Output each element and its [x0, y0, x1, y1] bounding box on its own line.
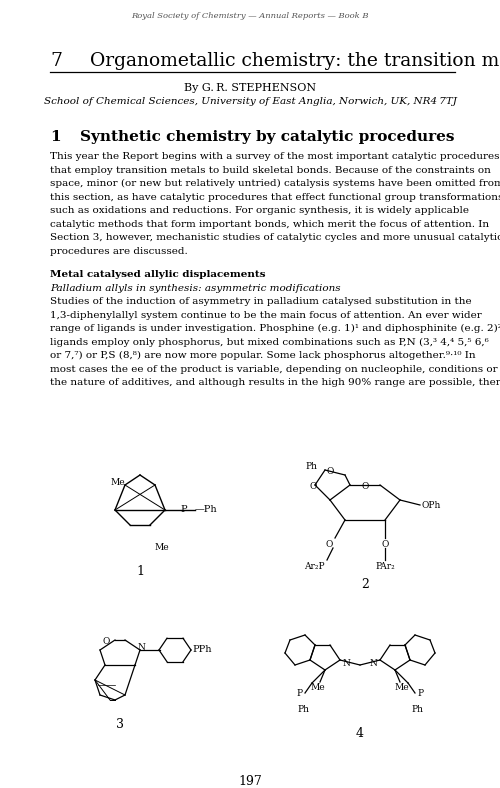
Text: 3: 3 [116, 718, 124, 731]
Text: Me: Me [110, 478, 126, 487]
Text: or 7,⁷) or P,S (8,⁸) are now more popular. Some lack phosphorus altogether.⁹·¹⁰ : or 7,⁷) or P,S (8,⁸) are now more popula… [50, 351, 476, 360]
Text: Section 3, however, mechanistic studies of catalytic cycles and more unusual cat: Section 3, however, mechanistic studies … [50, 233, 500, 242]
Text: space, minor (or new but relatively untried) catalysis systems have been omitted: space, minor (or new but relatively untr… [50, 179, 500, 188]
Text: PAr₂: PAr₂ [375, 562, 395, 571]
Text: By G. R. STEPHENSON: By G. R. STEPHENSON [184, 83, 316, 93]
Text: P: P [297, 689, 303, 697]
Text: O: O [102, 637, 110, 646]
Text: Ar₂P: Ar₂P [304, 562, 325, 571]
Text: 197: 197 [238, 775, 262, 788]
Text: PPh: PPh [192, 645, 212, 655]
Text: 1: 1 [136, 565, 144, 578]
Text: P: P [417, 689, 423, 697]
Text: N: N [342, 659, 350, 667]
Text: Ph: Ph [305, 462, 317, 471]
Text: —Ph: —Ph [195, 505, 218, 515]
Text: 2: 2 [361, 578, 369, 591]
Text: Me: Me [154, 543, 170, 552]
Text: O: O [326, 467, 334, 476]
Text: Ph: Ph [297, 705, 309, 714]
Text: such as oxidations and reductions. For organic synthesis, it is widely applicabl: such as oxidations and reductions. For o… [50, 206, 469, 215]
Text: Studies of the induction of asymmetry in palladium catalysed substitution in the: Studies of the induction of asymmetry in… [50, 297, 472, 306]
Text: Synthetic chemistry by catalytic procedures: Synthetic chemistry by catalytic procedu… [80, 130, 454, 144]
Text: P: P [180, 505, 186, 515]
Text: School of Chemical Sciences, University of East Anglia, Norwich, UK, NR4 7TJ: School of Chemical Sciences, University … [44, 97, 457, 106]
Text: this section, as have catalytic procedures that effect functional group transfor: this section, as have catalytic procedur… [50, 192, 500, 202]
Text: range of ligands is under investigation. Phosphine (e.g. 1)¹ and diphosphinite (: range of ligands is under investigation.… [50, 324, 500, 333]
Text: N: N [138, 642, 146, 652]
Text: ligands employ only phosphorus, but mixed combinations such as P,N (3,³ 4,⁴ 5,⁵ : ligands employ only phosphorus, but mixe… [50, 337, 489, 347]
Text: This year the Report begins with a survey of the most important catalytic proced: This year the Report begins with a surve… [50, 152, 500, 161]
Text: catalytic methods that form important bonds, which merit the focus of attention.: catalytic methods that form important bo… [50, 220, 489, 229]
Text: Ph: Ph [411, 705, 423, 714]
Text: O: O [326, 540, 333, 549]
Text: N: N [370, 659, 378, 667]
Text: Me: Me [394, 683, 409, 692]
Text: 1: 1 [50, 130, 60, 144]
Text: OPh: OPh [422, 500, 442, 510]
Text: most cases the ee of the product is variable, depending on nucleophile, conditio: most cases the ee of the product is vari… [50, 365, 498, 374]
Text: O: O [362, 482, 368, 491]
Text: that employ transition metals to build skeletal bonds. Because of the constraint: that employ transition metals to build s… [50, 165, 491, 174]
Text: 1,3-diphenylallyl system continue to be the main focus of attention. An ever wid: 1,3-diphenylallyl system continue to be … [50, 310, 482, 319]
Text: O: O [310, 482, 316, 491]
Text: O: O [382, 540, 388, 549]
Text: the nature of additives, and although results in the high 90% range are possible: the nature of additives, and although re… [50, 378, 500, 387]
Text: 4: 4 [356, 727, 364, 740]
Text: procedures are discussed.: procedures are discussed. [50, 247, 188, 255]
Text: Palladium allyls in synthesis: asymmetric modifications: Palladium allyls in synthesis: asymmetri… [50, 284, 341, 292]
Text: Me: Me [310, 683, 326, 692]
Text: Royal Society of Chemistry — Annual Reports — Book B: Royal Society of Chemistry — Annual Repo… [131, 12, 369, 20]
Text: Metal catalysed allylic displacements: Metal catalysed allylic displacements [50, 270, 266, 279]
Text: Organometallic chemistry: the transition metals: Organometallic chemistry: the transition… [90, 52, 500, 70]
Text: 7: 7 [50, 52, 62, 70]
